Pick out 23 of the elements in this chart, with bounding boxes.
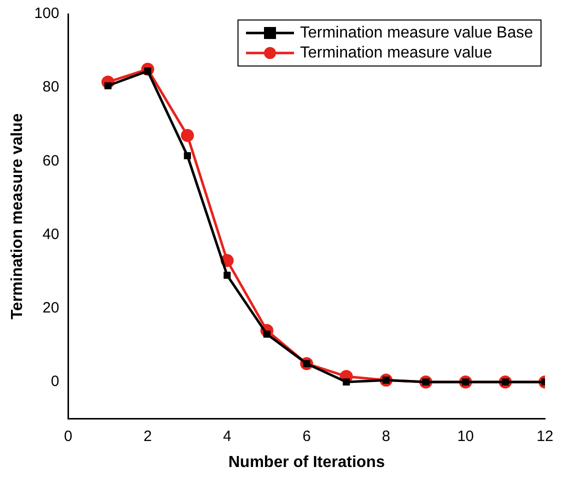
point: [180, 128, 194, 142]
x-tick-label: 2: [144, 428, 152, 445]
x-axis-title: Number of Iterations: [228, 454, 385, 471]
point: [184, 152, 191, 160]
point: [224, 272, 231, 279]
y-axis-title: Termination measure value: [9, 113, 26, 320]
y-tick-label: 60: [42, 152, 60, 170]
y-tick-label: 80: [42, 78, 60, 96]
legend-label: Termination measure value: [300, 44, 492, 62]
point: [104, 82, 112, 90]
x-tick-label: 0: [64, 428, 72, 445]
legend-label: Termination measure value Base: [300, 24, 534, 42]
point: [263, 330, 270, 338]
y-tick-label: 0: [50, 373, 60, 390]
y-tick-label: 100: [34, 5, 60, 22]
x-tick-label: 4: [222, 428, 232, 445]
x-tick-label: 12: [536, 428, 554, 445]
y-tick-label: 20: [42, 300, 60, 317]
x-tick-label: 6: [302, 428, 311, 445]
y-tick-label: 40: [42, 226, 60, 243]
x-tick-label: 10: [457, 428, 474, 445]
x-tick-label: 8: [382, 428, 390, 445]
point: [342, 378, 350, 386]
